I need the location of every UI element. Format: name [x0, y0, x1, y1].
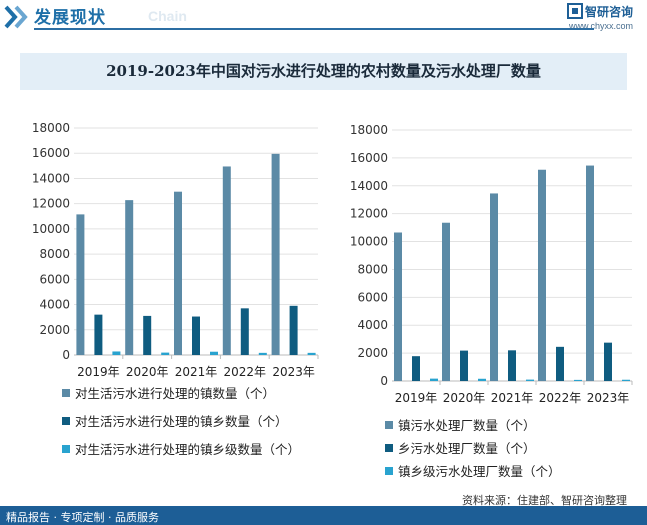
chevrons-icon: [4, 5, 28, 29]
legend-label: 对生活污水进行处理的镇乡数量（个）: [75, 414, 288, 429]
x-tick-label: 2023年: [587, 391, 630, 405]
x-tick-label: 2019年: [77, 365, 120, 379]
chart-left: 0 2000 4000 6000 8000 10000 12000 14000 16000 180…: [32, 121, 319, 457]
y-tick-label: 12000: [350, 207, 388, 221]
bar: [94, 314, 103, 355]
brand-url: www.chyxx.com: [568, 21, 633, 31]
bar: [508, 350, 516, 381]
y-tick-label: 10000: [350, 235, 388, 249]
x-tick-label: 2022年: [224, 365, 267, 379]
y-tick-label: 0: [62, 348, 70, 362]
y-tick-label: 2000: [39, 323, 70, 337]
bar: [430, 378, 438, 381]
source-note: 资料来源：住建部、智研咨询整理: [462, 494, 627, 507]
bar: [490, 193, 498, 381]
bar: [222, 166, 231, 355]
footer-slogan: 精品报告 · 专项定制 · 品质服务: [6, 511, 159, 524]
bar: [478, 378, 486, 381]
bar: [604, 342, 612, 381]
bar: [174, 191, 182, 355]
y-tick-label: 18000: [32, 121, 70, 135]
bar: [538, 169, 546, 381]
y-tick-label: 16000: [32, 146, 70, 160]
y-tick-label: 18000: [350, 123, 388, 137]
bar: [394, 232, 402, 381]
legend-swatch: [385, 421, 393, 429]
y-tick-label: 10000: [32, 222, 70, 236]
y-tick-label: 8000: [357, 262, 388, 276]
bar: [442, 222, 450, 381]
x-tick-label: 2020年: [443, 391, 486, 405]
chart-title-banner: 2019-2023年中国对污水进行处理的农村数量及污水处理厂数量: [20, 53, 627, 90]
bar: [258, 352, 267, 355]
y-tick-label: 12000: [32, 197, 70, 211]
y-tick-label: 6000: [357, 290, 388, 304]
chart-right: 0 2000 4000 6000 8000 10000 12000 14000 16000 180…: [350, 123, 633, 479]
legend-label: 对生活污水进行处理的镇乡级数量（个）: [75, 442, 300, 457]
bar: [271, 153, 280, 355]
legend-swatch: [62, 417, 70, 425]
bar: [556, 346, 564, 381]
footer-bar: 精品报告 · 专项定制 · 品质服务: [0, 506, 647, 525]
legend-label: 镇乡级污水处理厂数量（个）: [398, 464, 561, 479]
header: 发展现状 Chain 智研咨询 www.chyxx.com: [0, 0, 647, 36]
legend-label: 乡污水处理厂数量（个）: [398, 441, 536, 456]
y-tick-label: 4000: [357, 318, 388, 332]
header-divider: [34, 28, 594, 30]
bar: [192, 316, 200, 355]
section-title: 发展现状: [34, 8, 106, 28]
y-tick-label: 4000: [39, 298, 70, 312]
x-tick-label: 2023年: [272, 365, 315, 379]
legend-label: 对生活污水进行处理的镇数量（个）: [75, 386, 275, 401]
bar: [289, 305, 298, 355]
legend-label: 镇污水处理厂数量（个）: [398, 418, 536, 433]
section-subtitle: Chain: [148, 8, 187, 24]
legend-swatch: [62, 389, 70, 397]
bar: [586, 165, 594, 381]
bar: [412, 356, 420, 381]
x-tick-label: 2021年: [491, 391, 534, 405]
bar: [307, 352, 316, 355]
y-tick-label: 8000: [39, 247, 70, 261]
bar: [143, 315, 152, 355]
legend-swatch: [385, 467, 393, 475]
y-tick-label: 14000: [32, 171, 70, 185]
legend-swatch: [62, 445, 70, 453]
y-tick-label: 14000: [350, 179, 388, 193]
y-tick-label: 16000: [350, 151, 388, 165]
x-tick-label: 2021年: [175, 365, 218, 379]
bar: [112, 351, 121, 355]
brand-logo-icon: [567, 3, 583, 19]
y-tick-label: 2000: [357, 346, 388, 360]
brand-name: 智研咨询: [584, 5, 633, 19]
bar: [76, 214, 85, 355]
bar: [161, 352, 170, 355]
bar: [240, 308, 249, 355]
y-tick-label: 6000: [39, 272, 70, 286]
x-tick-label: 2022年: [539, 391, 582, 405]
bar: [622, 379, 630, 381]
legend-swatch: [385, 444, 393, 452]
x-tick-label: 2020年: [126, 365, 169, 379]
bar: [574, 379, 582, 381]
bar: [526, 379, 534, 381]
bar: [210, 351, 218, 355]
chart-title: 2019-2023年中国对污水进行处理的农村数量及污水处理厂数量: [106, 62, 541, 80]
bar: [460, 350, 468, 381]
y-tick-label: 0: [380, 374, 388, 388]
bar: [125, 200, 134, 355]
x-tick-label: 2019年: [395, 391, 438, 405]
